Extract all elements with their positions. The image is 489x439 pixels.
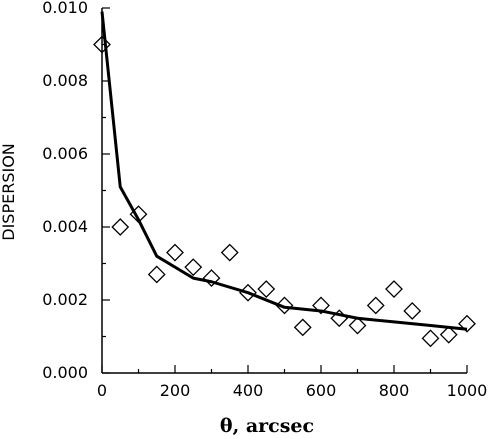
fit-curve-line	[100, 11, 468, 331]
data-point-diamond	[239, 283, 257, 302]
data-point-diamond	[366, 296, 385, 315]
data-point-diamond	[348, 316, 367, 335]
data-point-diamond	[421, 329, 440, 348]
data-point-diamond	[275, 296, 294, 315]
y-tick-label: 0.010	[42, 0, 88, 17]
y-tick-label: 0.002	[42, 290, 88, 309]
x-tick-label: 0	[97, 381, 107, 400]
data-point-diamond	[166, 243, 184, 262]
data-point-diamond	[147, 265, 166, 284]
x-tick-label: 600	[306, 381, 337, 400]
data-point-diamond	[202, 269, 221, 288]
data-point-diamond	[439, 325, 458, 344]
data-point-diamond	[220, 243, 239, 262]
data-point-diamond	[111, 218, 130, 236]
data-point-diamond	[293, 318, 312, 337]
x-axis-title: θ, arcsec	[220, 415, 314, 437]
data-point-diamond	[385, 280, 403, 298]
data-point-diamond	[129, 205, 148, 224]
y-tick-label: 0.000	[42, 363, 88, 382]
x-tick-label: 1000	[447, 381, 488, 400]
data-point-diamond	[403, 302, 422, 320]
y-tick-label: 0.006	[42, 144, 88, 163]
data-point-diamond	[330, 309, 349, 328]
y-tick-label: 0.008	[42, 71, 88, 90]
y-tick-label: 0.004	[42, 217, 88, 236]
x-tick-label: 400	[233, 381, 264, 400]
y-axis-ticks: 0.000 0.002 0.004 0.006 0.008 0.010	[42, 0, 110, 382]
data-point-diamond	[458, 314, 476, 333]
data-point-diamond	[257, 280, 276, 298]
data-point-diamond	[184, 258, 203, 277]
data-point-diamond	[312, 296, 330, 315]
x-axis-ticks: 0 200 400 600 800 1000	[97, 365, 487, 400]
x-tick-label: 200	[160, 381, 191, 400]
x-tick-label: 800	[379, 381, 410, 400]
data-point-diamond	[93, 35, 111, 54]
plot-area	[93, 11, 476, 348]
y-axis-title: DISPERSION	[0, 143, 18, 241]
